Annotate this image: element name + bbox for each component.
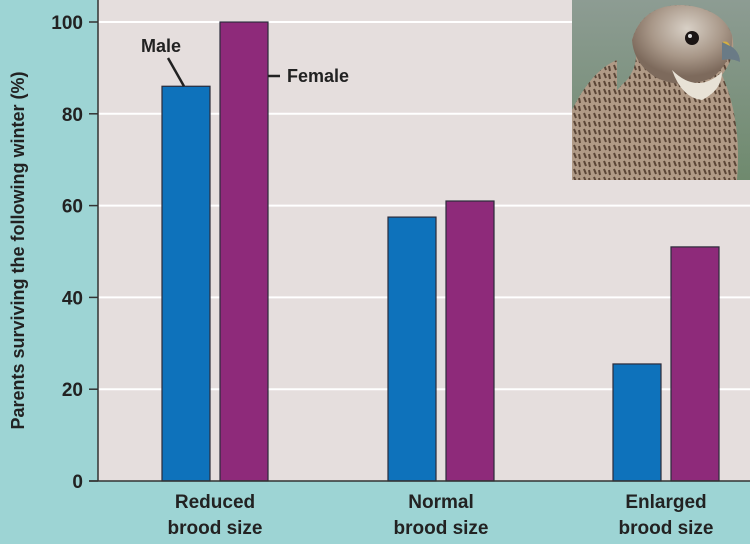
bar-annotations: Male Female [141,36,349,87]
category-label: Reduced [175,492,255,513]
y-tick-label: 100 [51,13,83,34]
male-leader-line [166,57,186,87]
y-tick-label: 40 [62,288,83,309]
kestrel-photo [572,0,750,180]
male-annotation: Male [141,36,181,56]
y-tick-label: 20 [62,380,83,401]
y-axis: 0 20 40 60 80 100 [51,0,750,493]
y-tick-label: 0 [72,472,83,493]
category-label: brood size [167,518,262,539]
category-label: Enlarged [625,492,706,513]
bar-male-0 [161,85,211,482]
female-annotation: Female [287,66,349,86]
bar-male-1 [387,216,437,482]
category-label: brood size [393,518,488,539]
bar-male-2 [612,363,662,482]
y-axis-title: Parents surviving the following winter (… [8,71,28,429]
bars [161,21,720,482]
bar-female-1 [445,200,495,482]
y-tick-label: 60 [62,197,83,218]
bar-female-2 [670,246,720,482]
category-label: brood size [618,518,713,539]
bar-female-0 [219,21,269,482]
category-label: Normal [408,492,473,513]
x-axis-labels: Reduced brood size Normal brood size Enlarge… [167,492,713,539]
y-tick-label: 80 [62,105,83,126]
